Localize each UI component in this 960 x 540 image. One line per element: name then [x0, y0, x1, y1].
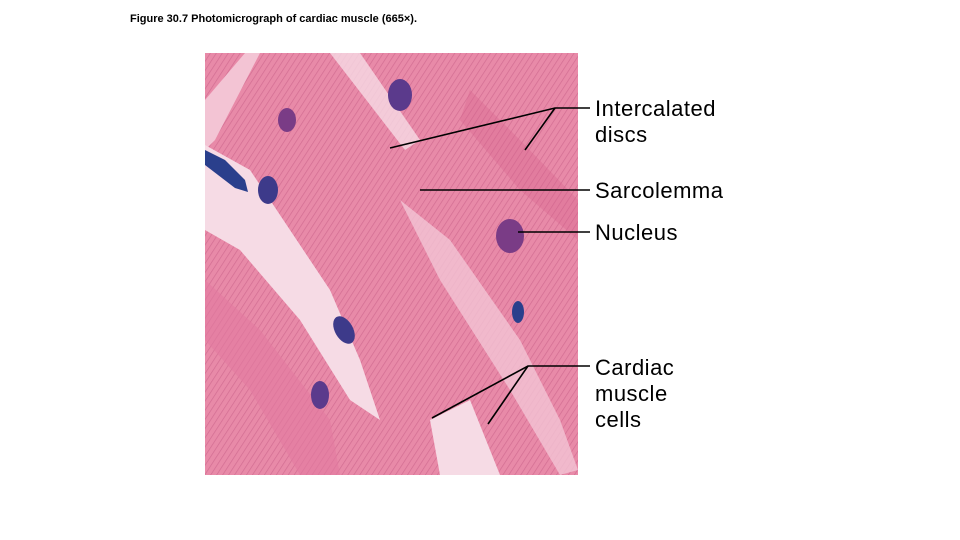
label-text: Intercalated — [595, 96, 716, 121]
caption: Figure 30.7 Photomicrograph of cardiac m… — [130, 13, 417, 25]
label-text: Cardiac — [595, 355, 674, 380]
label-text: discs — [595, 122, 648, 147]
label-text: Nucleus — [595, 220, 678, 245]
label-text: cells — [595, 407, 642, 432]
label-text: Sarcolemma — [595, 178, 724, 203]
photomicrograph — [205, 53, 578, 475]
label-text: muscle — [595, 381, 668, 406]
leader-lines — [389, 107, 590, 425]
